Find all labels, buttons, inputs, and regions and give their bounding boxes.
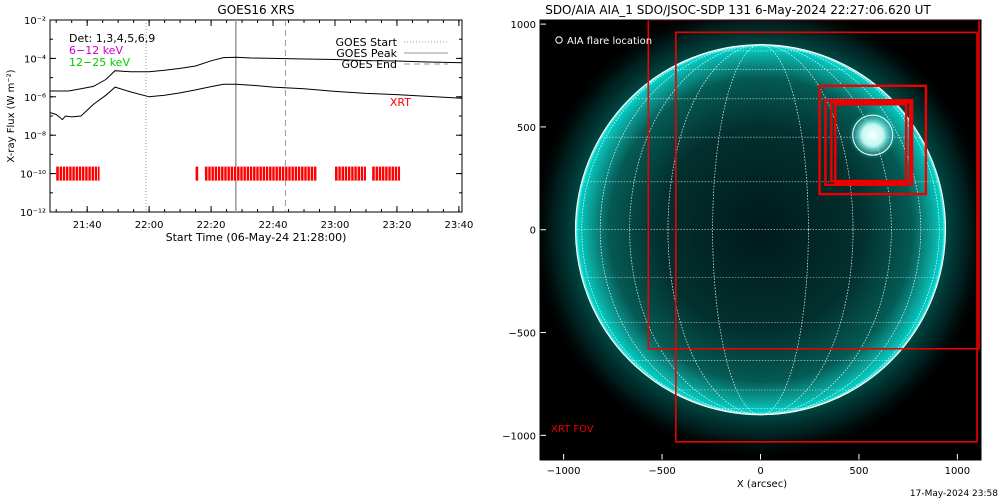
x-tick-label: 23:20 — [383, 220, 412, 231]
xrt-coverage-bar — [204, 166, 317, 181]
y-tick-label: 10⁻⁴ — [24, 54, 46, 65]
xrt-fov-label: XRT FOV — [551, 424, 594, 435]
y-tick-label: −1000 — [502, 431, 536, 442]
x-tick-label: 22:00 — [135, 220, 164, 231]
y-tick-label: 10⁻² — [24, 16, 46, 27]
x-axis-label: X (arcsec) — [737, 479, 787, 490]
flare-legend-label: AIA flare location — [567, 36, 652, 47]
aia-image-chart: SDO/AIA AIA_1 SDO/JSOC-SDP 131 6-May-202… — [502, 3, 982, 490]
y-tick-label: 0 — [530, 226, 536, 237]
xrt-fov-box — [647, 20, 980, 350]
x-tick-label: 23:00 — [321, 220, 350, 231]
y-tick-label: −500 — [509, 329, 536, 340]
x-tick-label: 0 — [757, 466, 763, 477]
flux-line-short — [49, 83, 463, 121]
y-tick-label: 10⁻⁸ — [24, 131, 46, 142]
x-axis-label: Start Time (06-May-24 21:28:00) — [166, 231, 347, 244]
xrt-fov-box — [834, 103, 908, 185]
legend-entry: 12−25 keV — [69, 56, 130, 69]
x-tick-label: −1000 — [547, 466, 581, 477]
xrt-coverage-bar — [372, 166, 401, 181]
y-axis-label: X-ray Flux (W m⁻²) — [6, 69, 17, 162]
x-tick-label: 23:40 — [444, 220, 473, 231]
image-frame — [539, 19, 982, 461]
xrt-fov-box — [824, 98, 914, 187]
marker-legend-label: GOES End — [341, 58, 397, 71]
xrt-coverage-bar — [195, 166, 199, 181]
generated-timestamp: 17-May-2024 23:58 — [909, 489, 998, 499]
x-tick-label: 1000 — [945, 466, 970, 477]
xrt-fov-box — [675, 31, 978, 443]
y-tick-label: 500 — [517, 123, 536, 134]
flux-line-long — [50, 56, 463, 92]
image-content — [540, 20, 981, 460]
longitude-line — [667, 44, 854, 416]
xrt-fov-box — [818, 84, 928, 196]
chart-title: GOES16 XRS — [217, 3, 294, 17]
y-tick-label: 10⁻¹⁰ — [20, 170, 46, 181]
y-tick-label: 1000 — [511, 20, 536, 31]
goes-xrs-chart: GOES16 XRS 21:40 22:00 22:20 22:40 23:00 23:20… — [6, 3, 473, 244]
legend-entry: 6−12 keV — [69, 44, 123, 57]
xrt-label: XRT — [390, 96, 411, 109]
flare-legend-icon — [555, 36, 563, 44]
marker-legend-label: GOES Peak — [336, 47, 397, 60]
legend-entry: Det: 1,3,4,5,6,9 — [69, 32, 155, 45]
marker-legend-label: GOES Start — [336, 36, 398, 49]
y-tick-label: 10⁻⁶ — [24, 93, 46, 104]
chart-title: SDO/AIA AIA_1 SDO/JSOC-SDP 131 6-May-202… — [545, 3, 931, 17]
xrt-coverage-bar — [56, 166, 100, 181]
x-tick-label: 500 — [849, 466, 868, 477]
solar-limb — [574, 44, 947, 416]
x-tick-label: 22:20 — [197, 220, 226, 231]
x-tick-label: −500 — [648, 466, 675, 477]
flare-location-circle — [852, 114, 894, 156]
flare-glow — [848, 111, 897, 160]
y-tick-label: 10⁻¹² — [20, 208, 46, 219]
x-tick-label: 22:40 — [259, 220, 288, 231]
xrt-fov-box — [830, 101, 912, 183]
x-tick-label: 21:40 — [73, 220, 102, 231]
